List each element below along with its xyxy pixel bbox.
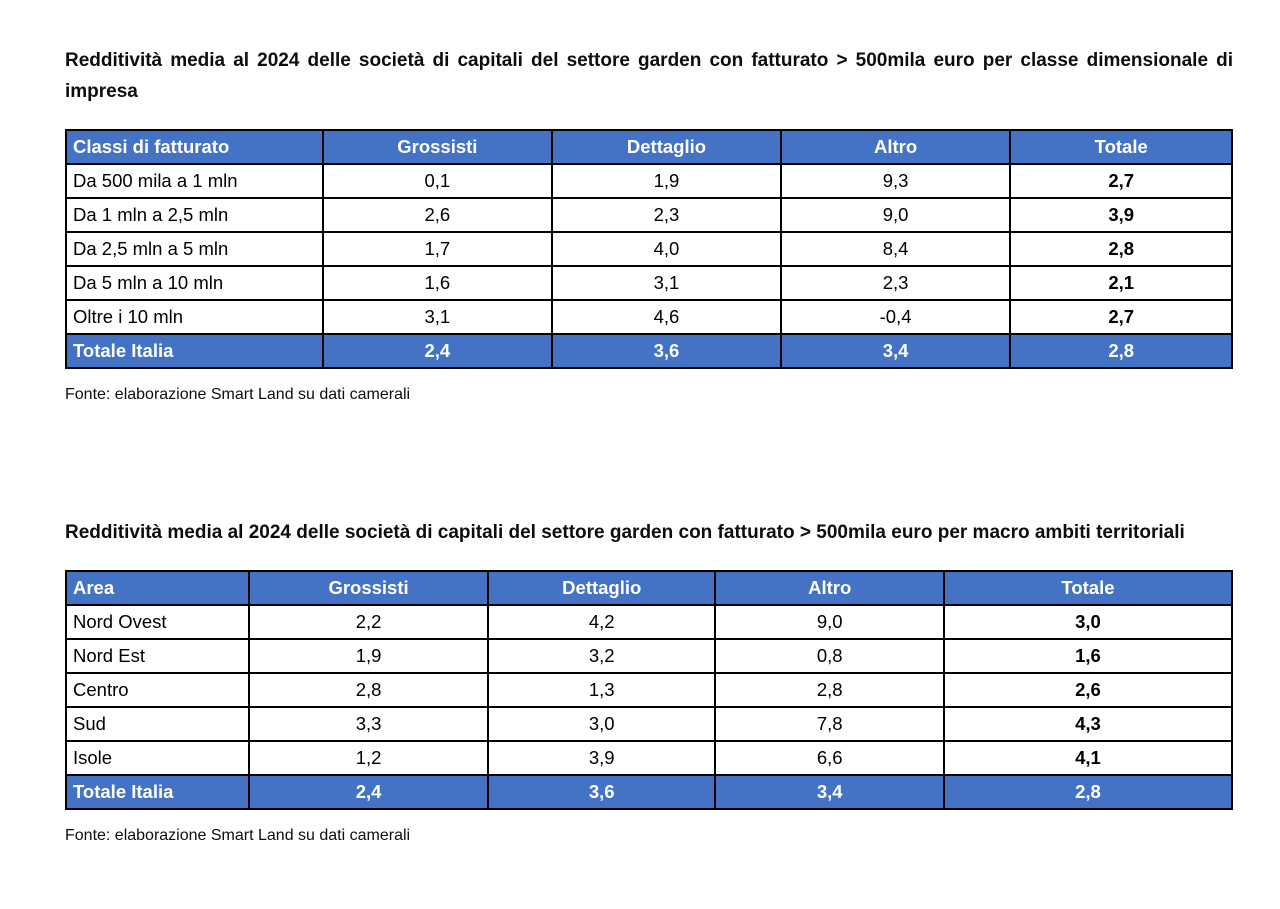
cell-value: 1,7 [321, 231, 554, 267]
source-note-1: Fonte: elaborazione Smart Land su dati c… [65, 386, 411, 403]
cell-value: 3,2 [487, 638, 717, 674]
row-label: Oltre i 10 mln [65, 299, 324, 335]
cell-value: 2,3 [779, 265, 1012, 301]
table-row: Da 500 mila a 1 mln 0,1 1,9 9,3 2,7 [65, 163, 1233, 199]
cell-value: 1,2 [248, 740, 490, 776]
cell-value: 8,4 [779, 231, 1012, 267]
table1-header-totale: Totale [1009, 129, 1233, 165]
cell-value: 3,3 [248, 706, 490, 742]
table2-header-totale: Totale [942, 570, 1234, 606]
row-label: Nord Ovest [64, 604, 251, 640]
cell-value: 4,6 [551, 299, 782, 335]
cell-value: 1,9 [551, 163, 782, 199]
cell-value-totale: 2,7 [1009, 299, 1233, 335]
total-row-label: Totale Italia [65, 333, 324, 369]
cell-value-totale: 3,0 [942, 604, 1234, 640]
row-label: Da 1 mln a 2,5 mln [65, 197, 324, 233]
cell-value: 7,8 [714, 706, 945, 742]
source-note-2: Fonte: elaborazione Smart Land su dati c… [65, 827, 411, 844]
table1-title: Redditività media al 2024 delle società … [65, 50, 1233, 102]
cell-value-totale: 2,7 [1009, 163, 1233, 199]
cell-value: 0,1 [321, 163, 554, 199]
row-label: Da 2,5 mln a 5 mln [65, 231, 324, 267]
table1-header-row: Classi di fatturato Grossisti Dettaglio … [65, 129, 1233, 165]
table-row: Nord Est 1,9 3,2 0,8 1,6 [64, 638, 1234, 674]
cell-value-totale: 2,6 [942, 672, 1234, 708]
total-cell-value: 2,8 [942, 774, 1234, 810]
table-row: Centro 2,8 1,3 2,8 2,6 [64, 672, 1234, 708]
table1-header-classi: Classi di fatturato [65, 129, 324, 165]
section-classe-dimensionale: Redditività media al 2024 delle società … [65, 45, 1233, 404]
cell-value: 9,3 [779, 163, 1012, 199]
row-label: Centro [64, 672, 251, 708]
table-row: Sud 3,3 3,0 7,8 4,3 [64, 706, 1234, 742]
cell-value: 4,0 [551, 231, 782, 267]
cell-value: 6,6 [714, 740, 945, 776]
cell-value: 3,1 [551, 265, 782, 301]
row-label: Da 5 mln a 10 mln [65, 265, 324, 301]
table-row: Oltre i 10 mln 3,1 4,6 -0,4 2,7 [65, 299, 1233, 335]
table-row: Isole 1,2 3,9 6,6 4,1 [64, 740, 1234, 776]
cell-value-totale: 1,6 [942, 638, 1234, 674]
table2-header-altro: Altro [714, 570, 945, 606]
table-row: Nord Ovest 2,2 4,2 9,0 3,0 [64, 604, 1234, 640]
cell-value: 0,8 [714, 638, 945, 674]
cell-value: 3,0 [487, 706, 717, 742]
cell-value: 9,0 [779, 197, 1012, 233]
total-cell-value: 3,6 [487, 774, 717, 810]
total-cell-value: 2,4 [321, 333, 554, 369]
table2-title: Redditività media al 2024 delle società … [65, 522, 1185, 543]
table2-header-row: Area Grossisti Dettaglio Altro Totale [64, 570, 1234, 606]
cell-value: 3,9 [487, 740, 717, 776]
cell-value-totale: 2,1 [1009, 265, 1233, 301]
cell-value: 1,9 [248, 638, 490, 674]
cell-value: 2,6 [321, 197, 554, 233]
table2-header-area: Area [64, 570, 251, 606]
table-row: Da 1 mln a 2,5 mln 2,6 2,3 9,0 3,9 [65, 197, 1233, 233]
row-label: Sud [64, 706, 251, 742]
total-cell-value: 2,8 [1009, 333, 1233, 369]
cell-value-totale: 3,9 [1009, 197, 1233, 233]
table-total-row: Totale Italia 2,4 3,6 3,4 2,8 [65, 333, 1233, 369]
table1-header-grossisti: Grossisti [321, 129, 554, 165]
cell-value: -0,4 [779, 299, 1012, 335]
total-cell-value: 3,4 [779, 333, 1012, 369]
cell-value: 1,3 [487, 672, 717, 708]
row-label: Nord Est [64, 638, 251, 674]
cell-value: 2,8 [714, 672, 945, 708]
table-row: Da 2,5 mln a 5 mln 1,7 4,0 8,4 2,8 [65, 231, 1233, 267]
cell-value: 3,1 [321, 299, 554, 335]
cell-value: 1,6 [321, 265, 554, 301]
table2-header-grossisti: Grossisti [248, 570, 490, 606]
cell-value: 2,8 [248, 672, 490, 708]
row-label: Da 500 mila a 1 mln [65, 163, 324, 199]
section-macro-ambiti: Redditività media al 2024 delle società … [64, 517, 1234, 845]
total-cell-value: 3,4 [714, 774, 945, 810]
cell-value-totale: 2,8 [1009, 231, 1233, 267]
table1-header-altro: Altro [779, 129, 1012, 165]
cell-value-totale: 4,1 [942, 740, 1234, 776]
total-row-label: Totale Italia [64, 774, 251, 810]
table-total-row: Totale Italia 2,4 3,6 3,4 2,8 [64, 774, 1234, 810]
table-row: Da 5 mln a 10 mln 1,6 3,1 2,3 2,1 [65, 265, 1233, 301]
cell-value: 2,3 [551, 197, 782, 233]
table1-header-dettaglio: Dettaglio [551, 129, 782, 165]
cell-value: 9,0 [714, 604, 945, 640]
total-cell-value: 2,4 [248, 774, 490, 810]
table-classi-di-fatturato: Classi di fatturato Grossisti Dettaglio … [65, 129, 1233, 369]
table2-header-dettaglio: Dettaglio [487, 570, 717, 606]
table-aree-territoriali: Area Grossisti Dettaglio Altro Totale No… [64, 570, 1234, 810]
cell-value-totale: 4,3 [942, 706, 1234, 742]
cell-value: 2,2 [248, 604, 490, 640]
total-cell-value: 3,6 [551, 333, 782, 369]
row-label: Isole [64, 740, 251, 776]
cell-value: 4,2 [487, 604, 717, 640]
